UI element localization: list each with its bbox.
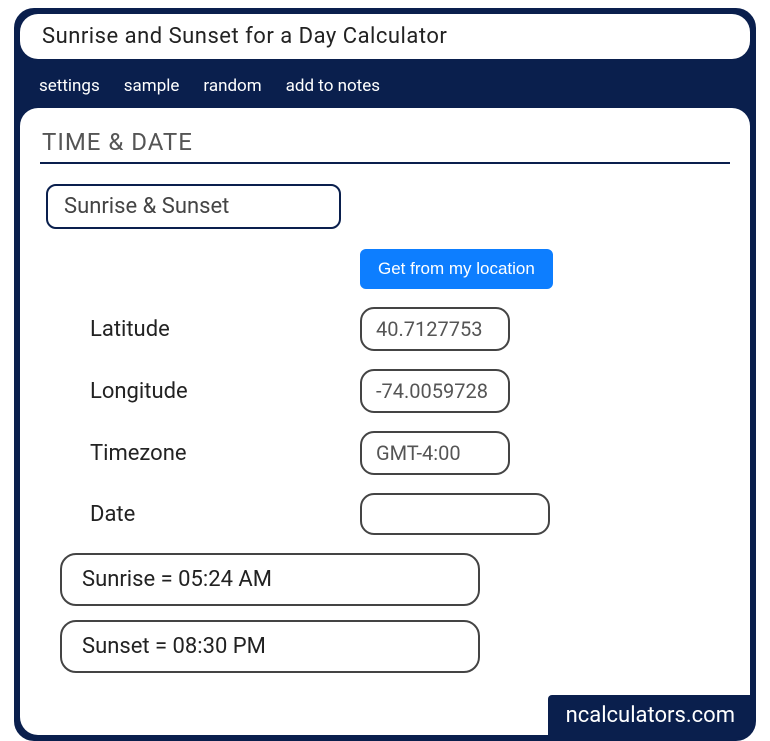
label-latitude: Latitude — [90, 317, 360, 342]
row-latitude: Latitude 40.7127753 — [90, 307, 730, 351]
page-title: Sunrise and Sunset for a Day Calculator — [20, 14, 750, 59]
form-area: Get from my location Latitude 40.7127753… — [40, 249, 730, 535]
tab-add-to-notes[interactable]: add to notes — [284, 72, 382, 100]
main-panel: TIME & DATE Sunrise & Sunset Get from my… — [20, 108, 750, 735]
label-date: Date — [90, 502, 360, 527]
section-header: TIME & DATE — [40, 124, 730, 164]
input-longitude[interactable]: -74.0059728 — [360, 369, 510, 413]
toolbar-tabs: settings sample random add to notes — [17, 62, 753, 108]
input-latitude[interactable]: 40.7127753 — [360, 307, 510, 351]
tab-sample[interactable]: sample — [122, 72, 182, 100]
input-date[interactable] — [360, 493, 550, 535]
row-timezone: Timezone GMT-4:00 — [90, 431, 730, 475]
label-longitude: Longitude — [90, 379, 360, 404]
label-timezone: Timezone — [90, 441, 360, 466]
result-sunrise: Sunrise = 05:24 AM — [60, 553, 480, 606]
calculator-container: Sunrise and Sunset for a Day Calculator … — [14, 8, 756, 741]
get-location-button[interactable]: Get from my location — [360, 249, 553, 289]
row-longitude: Longitude -74.0059728 — [90, 369, 730, 413]
watermark: ncalculators.com — [548, 695, 753, 738]
row-date: Date — [90, 493, 730, 535]
sub-tab-sunrise-sunset[interactable]: Sunrise & Sunset — [46, 184, 341, 229]
tab-settings[interactable]: settings — [37, 72, 102, 100]
result-sunset: Sunset = 08:30 PM — [60, 620, 480, 673]
input-timezone[interactable]: GMT-4:00 — [360, 431, 510, 475]
tab-random[interactable]: random — [201, 72, 263, 100]
